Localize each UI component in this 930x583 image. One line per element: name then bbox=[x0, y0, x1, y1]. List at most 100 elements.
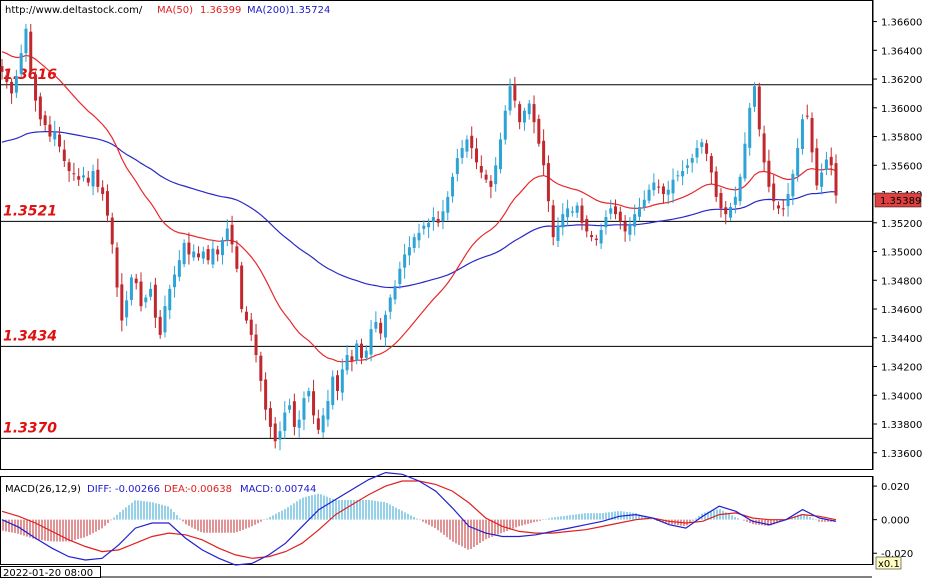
candle-body bbox=[594, 238, 598, 241]
candle-body bbox=[398, 268, 402, 285]
candle-body bbox=[427, 222, 431, 228]
candle-body bbox=[273, 423, 277, 442]
macd-tick-label: 0.000 bbox=[881, 516, 910, 527]
ma200-label: MA(200) bbox=[247, 5, 289, 16]
candle-body bbox=[724, 207, 728, 215]
candle-body bbox=[532, 104, 536, 123]
candle-body bbox=[604, 217, 608, 228]
candle-body bbox=[14, 76, 18, 93]
macd-diff-value: -0.00266 bbox=[115, 484, 160, 495]
price-tick-label: 1.36000 bbox=[881, 104, 922, 115]
ma50-line bbox=[1, 51, 837, 363]
candle-body bbox=[566, 208, 570, 218]
candle-body bbox=[412, 237, 416, 248]
price-tick-label: 1.33800 bbox=[881, 420, 922, 431]
candle-body bbox=[661, 186, 665, 195]
candle-body bbox=[561, 214, 565, 228]
candle-body bbox=[484, 174, 488, 180]
macd-diff-label: DIFF: bbox=[87, 484, 112, 495]
candle-body bbox=[197, 253, 201, 258]
candle-body bbox=[522, 110, 526, 123]
candle-body bbox=[383, 314, 387, 338]
candle-body bbox=[163, 306, 167, 333]
candle-body bbox=[173, 274, 177, 288]
candle-body bbox=[748, 107, 752, 148]
candle-body bbox=[647, 189, 651, 201]
candle-body bbox=[753, 86, 757, 107]
candle-body bbox=[268, 408, 272, 427]
price-tick-label: 1.34000 bbox=[881, 391, 922, 402]
candle-body bbox=[637, 206, 641, 217]
candle-body bbox=[220, 240, 224, 256]
candle-body bbox=[695, 148, 699, 158]
candle-body bbox=[216, 249, 220, 255]
candle-body bbox=[302, 398, 306, 420]
candle-body bbox=[681, 171, 685, 177]
candle-body bbox=[690, 158, 694, 163]
candle-body bbox=[470, 135, 474, 149]
candle-body bbox=[321, 415, 325, 433]
candle-body bbox=[786, 194, 790, 207]
macd-axis-ticks: 0.020 0.000 -0.020 bbox=[873, 482, 913, 560]
price-tick-label: 1.34400 bbox=[881, 334, 922, 345]
price-tick-label: 1.34200 bbox=[881, 363, 922, 374]
candle-body bbox=[307, 390, 311, 397]
candle-body bbox=[336, 375, 340, 391]
price-tick-label: 1.36400 bbox=[881, 46, 922, 57]
candle-body bbox=[240, 265, 244, 310]
candle-body bbox=[38, 96, 42, 120]
candle-body bbox=[134, 278, 138, 284]
candle-body bbox=[436, 218, 440, 223]
candle-body bbox=[810, 118, 814, 153]
candle-body bbox=[422, 225, 426, 229]
candle-body bbox=[149, 288, 153, 297]
candle-body bbox=[292, 401, 296, 427]
candle-body bbox=[201, 251, 205, 259]
candle-body bbox=[628, 224, 632, 235]
candle-body bbox=[623, 221, 627, 232]
candle-body bbox=[211, 248, 215, 265]
candle-body bbox=[81, 175, 85, 178]
candle-body bbox=[283, 412, 287, 431]
candle-body bbox=[53, 132, 57, 140]
candle-body bbox=[513, 85, 517, 101]
candle-body bbox=[719, 193, 723, 209]
candle-body bbox=[781, 208, 785, 210]
candle-body bbox=[249, 319, 253, 335]
candle-body bbox=[144, 297, 148, 303]
candle-body bbox=[139, 281, 143, 307]
candle-body bbox=[96, 169, 100, 187]
ma50-label: MA(50) bbox=[157, 5, 193, 16]
source-url[interactable]: http://www.deltastock.com/ bbox=[5, 5, 143, 16]
candle-body bbox=[431, 217, 435, 222]
candle-body bbox=[446, 196, 450, 213]
candle-body bbox=[479, 165, 483, 173]
candle-body bbox=[359, 343, 363, 358]
candle-body bbox=[805, 115, 809, 117]
candle-body bbox=[379, 322, 383, 334]
candle-body bbox=[340, 369, 344, 393]
candle-body bbox=[475, 148, 479, 163]
price-tick-label: 1.36600 bbox=[881, 18, 922, 29]
candle-body bbox=[58, 134, 62, 147]
candle-body bbox=[671, 179, 675, 194]
last-price-box bbox=[874, 192, 922, 208]
candle-body bbox=[158, 316, 162, 335]
candle-body bbox=[120, 284, 124, 321]
candle-body bbox=[29, 31, 33, 72]
candle-body bbox=[733, 196, 737, 205]
zoom-box[interactable] bbox=[875, 556, 902, 570]
candle-body bbox=[609, 208, 613, 214]
candle-body bbox=[331, 376, 335, 406]
candle-body bbox=[403, 254, 407, 268]
candle-body bbox=[494, 165, 498, 185]
candle-body bbox=[455, 158, 459, 174]
current-date: 2022-01-20 08:00 bbox=[3, 568, 93, 578]
price-axis-ticks: 1.36600 1.36400 1.36200 1.36000 1.35800 1.356… bbox=[873, 18, 922, 460]
macd-lines bbox=[1, 471, 837, 566]
candle-body bbox=[177, 260, 181, 277]
candle-body bbox=[125, 300, 129, 318]
